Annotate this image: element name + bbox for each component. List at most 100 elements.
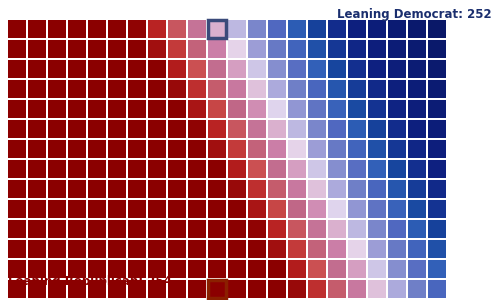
Bar: [148, 140, 166, 158]
Bar: [168, 280, 186, 298]
Bar: [48, 20, 66, 38]
Bar: [28, 20, 46, 38]
Bar: [408, 240, 426, 258]
Bar: [428, 260, 446, 278]
Bar: [428, 240, 446, 258]
Bar: [208, 160, 226, 178]
Bar: [408, 120, 426, 138]
Bar: [168, 200, 186, 218]
Bar: [348, 240, 366, 258]
Bar: [328, 80, 346, 98]
Bar: [428, 20, 446, 38]
Bar: [128, 280, 146, 298]
Bar: [88, 120, 106, 138]
Bar: [388, 80, 406, 98]
Bar: [328, 280, 346, 298]
Bar: [428, 60, 446, 78]
Bar: [68, 160, 86, 178]
Bar: [388, 20, 406, 38]
Bar: [88, 180, 106, 198]
Bar: [68, 260, 86, 278]
Bar: [188, 20, 206, 38]
Bar: [148, 260, 166, 278]
Bar: [328, 260, 346, 278]
Bar: [428, 40, 446, 58]
Bar: [288, 140, 306, 158]
Bar: [108, 120, 126, 138]
Bar: [268, 100, 286, 118]
Bar: [388, 220, 406, 238]
Bar: [288, 160, 306, 178]
Bar: [328, 140, 346, 158]
Bar: [148, 280, 166, 298]
Bar: [268, 200, 286, 218]
Bar: [8, 200, 26, 218]
Bar: [368, 80, 386, 98]
Bar: [48, 40, 66, 58]
Bar: [88, 60, 106, 78]
Bar: [288, 180, 306, 198]
Bar: [168, 40, 186, 58]
Bar: [8, 100, 26, 118]
Bar: [268, 80, 286, 98]
Bar: [388, 140, 406, 158]
Bar: [228, 240, 246, 258]
Bar: [8, 180, 26, 198]
Bar: [288, 120, 306, 138]
Bar: [128, 200, 146, 218]
Bar: [388, 200, 406, 218]
Bar: [208, 140, 226, 158]
Bar: [168, 100, 186, 118]
Bar: [168, 80, 186, 98]
Bar: [108, 160, 126, 178]
Bar: [28, 60, 46, 78]
Bar: [168, 120, 186, 138]
Bar: [48, 60, 66, 78]
Bar: [368, 220, 386, 238]
Bar: [108, 220, 126, 238]
Bar: [308, 40, 326, 58]
Bar: [408, 200, 426, 218]
Bar: [188, 260, 206, 278]
Bar: [128, 100, 146, 118]
Bar: [188, 200, 206, 218]
Bar: [288, 260, 306, 278]
Bar: [328, 120, 346, 138]
Bar: [8, 60, 26, 78]
Bar: [188, 60, 206, 78]
Bar: [308, 200, 326, 218]
Bar: [28, 40, 46, 58]
Bar: [288, 200, 306, 218]
Bar: [348, 60, 366, 78]
Bar: [348, 180, 366, 198]
Bar: [128, 140, 146, 158]
Bar: [248, 280, 266, 298]
Bar: [48, 220, 66, 238]
Bar: [208, 20, 226, 38]
Bar: [408, 20, 426, 38]
Bar: [208, 100, 226, 118]
Bar: [248, 100, 266, 118]
Bar: [288, 100, 306, 118]
Bar: [328, 240, 346, 258]
Bar: [428, 120, 446, 138]
Bar: [188, 180, 206, 198]
Bar: [128, 20, 146, 38]
Bar: [348, 80, 366, 98]
Bar: [428, 200, 446, 218]
Bar: [188, 40, 206, 58]
Bar: [228, 200, 246, 218]
Bar: [268, 60, 286, 78]
Bar: [188, 220, 206, 238]
Bar: [368, 20, 386, 38]
Bar: [88, 220, 106, 238]
Bar: [348, 160, 366, 178]
Bar: [288, 240, 306, 258]
Bar: [88, 260, 106, 278]
Bar: [88, 140, 106, 158]
Bar: [328, 220, 346, 238]
Bar: [268, 160, 286, 178]
Bar: [48, 180, 66, 198]
Bar: [208, 200, 226, 218]
Bar: [428, 100, 446, 118]
